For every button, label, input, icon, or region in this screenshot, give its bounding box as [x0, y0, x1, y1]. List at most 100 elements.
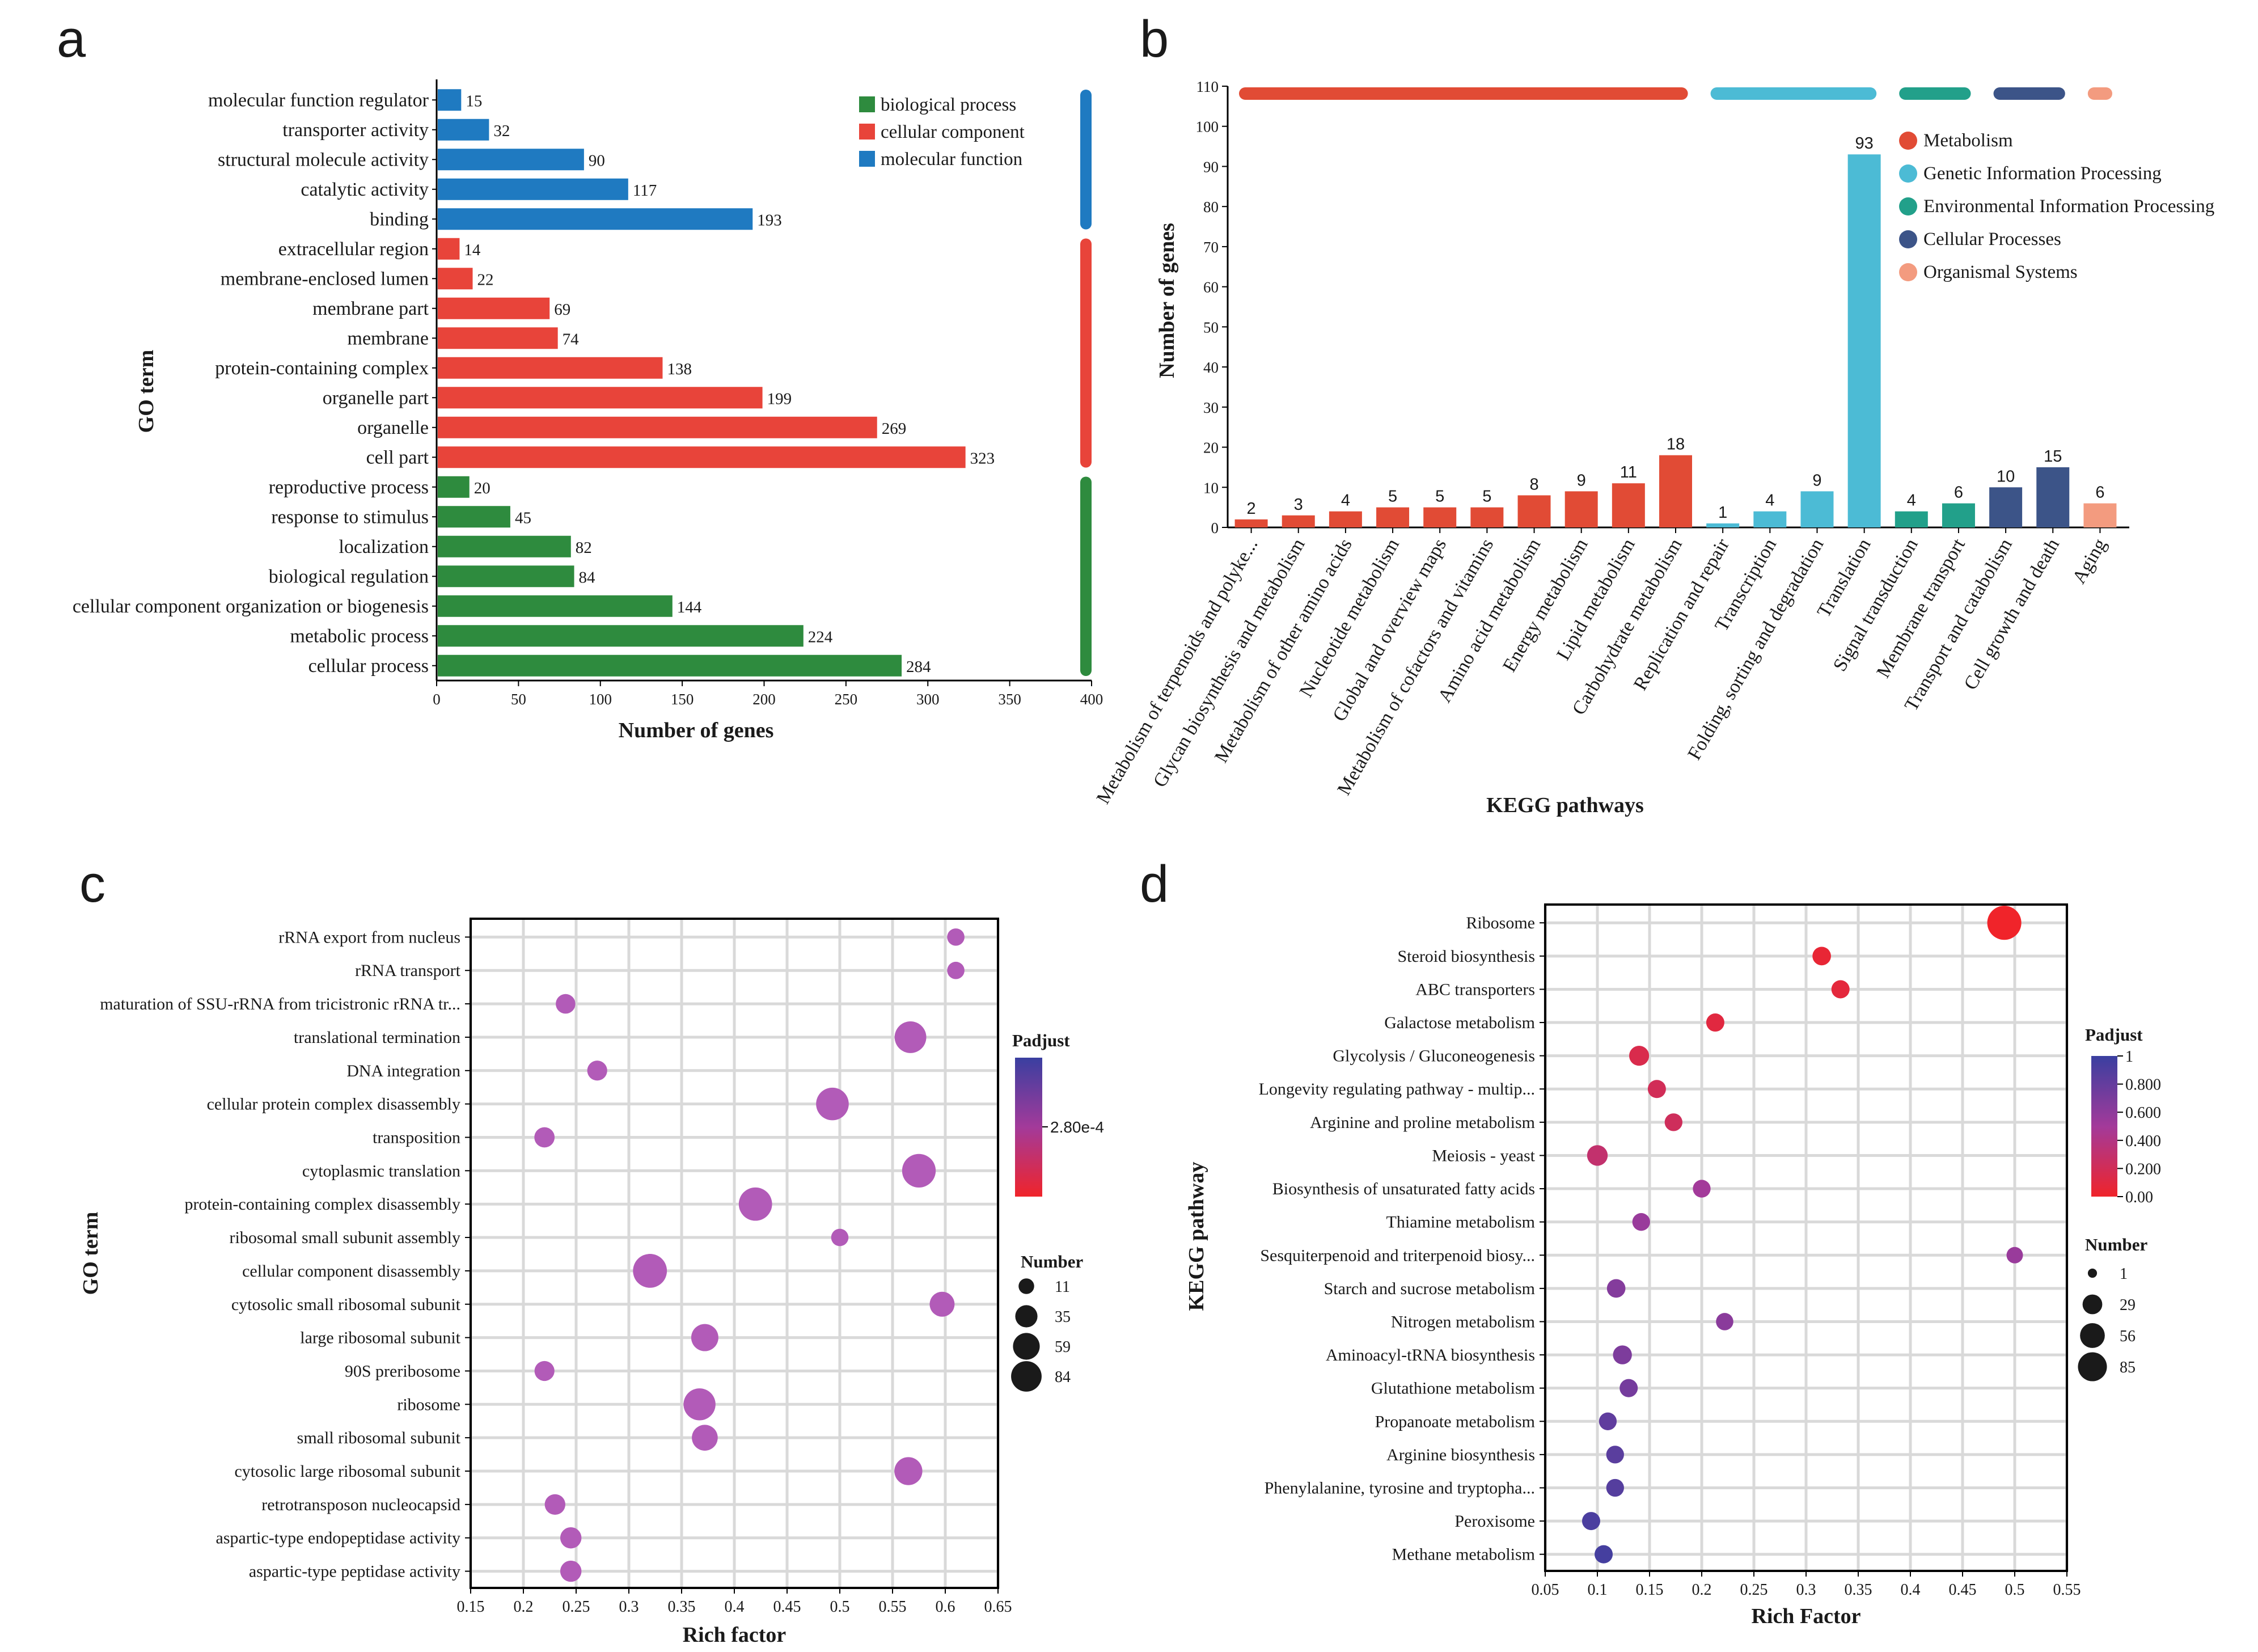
d-size-legend-label: 56	[2120, 1328, 2136, 1345]
d-bubble-point	[1599, 1412, 1617, 1430]
c-term-label: large ribosomal subunit	[300, 1329, 460, 1347]
b-y-tick-label: 40	[1203, 359, 1219, 376]
d-y-axis-title: KEGG pathway	[1185, 1162, 1208, 1311]
d-size-legend-label: 1	[2120, 1265, 2128, 1283]
c-bubble-point	[534, 1361, 555, 1381]
a-category-label: membrane-enclosed lumen	[221, 268, 429, 289]
b-bar	[1895, 511, 1928, 527]
b-bar	[2083, 503, 2117, 527]
a-x-tick-label: 300	[916, 691, 940, 708]
a-bar	[438, 149, 584, 171]
d-term-label: Arginine and proline metabolism	[1310, 1113, 1535, 1132]
b-bar	[1989, 487, 2023, 527]
c-term-label: transposition	[373, 1128, 460, 1147]
a-category-label: metabolic process	[290, 626, 429, 647]
c-term-label: aspartic-type endopeptidase activity	[216, 1529, 461, 1548]
b-group-ribbon	[1993, 87, 2065, 100]
b-y-axis-title: Number of genes	[1155, 223, 1179, 378]
a-bar	[438, 357, 663, 379]
c-bubble-point	[534, 1127, 555, 1148]
b-bar	[1282, 515, 1315, 527]
c-term-label: cytoplasmic translation	[302, 1161, 460, 1180]
b-group-ribbon	[2087, 87, 2112, 100]
d-x-tick-label: 0.55	[2053, 1581, 2081, 1599]
b-x-axis-title: KEGG pathways	[1486, 793, 1644, 817]
a-x-tick-label: 150	[671, 691, 694, 708]
a-x-tick-label: 350	[998, 691, 1021, 708]
c-plot-frame	[470, 918, 999, 1589]
c-size-legend-dot	[1015, 1305, 1038, 1328]
b-value-label: 6	[1954, 484, 1963, 502]
c-term-label: 90S preribosome	[345, 1362, 460, 1380]
d-size-legend-dot	[2087, 1268, 2098, 1278]
a-group-bracket	[1080, 90, 1092, 230]
c-bubble-point	[587, 1061, 607, 1081]
d-bubble-point	[1812, 947, 1831, 966]
d-term-label: Arginine biosynthesis	[1386, 1446, 1535, 1464]
b-bar	[1706, 523, 1740, 527]
c-bubble-point	[544, 1494, 565, 1515]
a-x-axis-title: Number of genes	[619, 719, 774, 742]
b-y-tick-label: 50	[1203, 319, 1219, 336]
c-term-label: translational termination	[294, 1028, 460, 1047]
b-value-label: 4	[1341, 492, 1350, 510]
d-bubble-point	[1606, 1446, 1624, 1464]
c-size-legend-label: 11	[1055, 1278, 1070, 1296]
c-size-legend-title: Number	[1021, 1252, 1083, 1271]
d-color-legend-title: Padjust	[2085, 1025, 2143, 1045]
panel-a-go-bar-chart: 0 50 100 150 200 250 300 350 400 molecular functi…	[73, 79, 1103, 742]
c-bubble-point	[556, 994, 576, 1014]
a-category-label: transporter activity	[282, 120, 429, 141]
b-legend-dot	[1899, 132, 1917, 150]
b-bar	[1659, 455, 1692, 527]
a-category-label: membrane part	[312, 298, 429, 319]
c-x-tick-label: 0.2	[514, 1598, 534, 1616]
d-term-label: Methane metabolism	[1392, 1545, 1535, 1564]
d-x-tick-label: 0.4	[1901, 1581, 1921, 1599]
d-color-legend-label: 0.00	[2125, 1189, 2153, 1206]
b-legend-dot	[1899, 164, 1917, 183]
a-bar	[438, 446, 966, 468]
a-category-label: molecular function regulator	[208, 90, 429, 111]
d-x-tick-label: 0.45	[1949, 1581, 1977, 1599]
c-bubble-point	[633, 1253, 667, 1288]
d-color-legend-label: 0.600	[2125, 1104, 2161, 1122]
a-value-label: 199	[767, 390, 792, 408]
d-plot-frame	[1544, 903, 2068, 1572]
b-y-tick-label: 0	[1211, 519, 1219, 536]
c-bubble-point	[560, 1527, 582, 1549]
c-bubble-point	[894, 1457, 923, 1485]
panel-d-letter: d	[1140, 855, 1169, 913]
panel-b-letter: b	[1140, 10, 1169, 68]
a-category-label: cell part	[366, 447, 429, 468]
a-category-label: membrane	[348, 328, 429, 349]
c-term-label: rRNA export from nucleus	[278, 928, 460, 947]
a-bar	[438, 178, 628, 200]
d-term-label: Biosynthesis of unsaturated fatty acids	[1272, 1180, 1535, 1198]
b-legend-dot	[1899, 230, 1917, 248]
a-legend-label: cellular component	[881, 122, 1025, 142]
panel-d-kegg-bubble-chart: 0.05 0.1 0.15 0.2 0.25 0.3 0.35 0.4 0.45 0.5 0.55 R…	[1185, 903, 2161, 1628]
c-term-label: retrotransposon nucleocapsid	[261, 1495, 460, 1514]
a-legend-label: molecular function	[881, 149, 1022, 170]
a-value-label: 15	[466, 92, 482, 110]
c-bubble-point	[894, 1021, 927, 1053]
d-term-label: Thiamine metabolism	[1386, 1213, 1535, 1232]
c-x-tick-label: 0.3	[619, 1598, 639, 1616]
c-bubble-point	[947, 928, 965, 946]
a-category-label: protein-containing complex	[215, 358, 429, 379]
c-term-label: protein-containing complex disassembly	[184, 1195, 460, 1214]
d-term-label: ABC transporters	[1415, 980, 1535, 999]
d-term-label: Sesquiterpenoid and triterpenoid biosy..…	[1260, 1246, 1535, 1265]
a-value-label: 284	[906, 658, 931, 676]
a-value-label: 144	[677, 598, 702, 616]
panel-a-letter: a	[57, 10, 86, 68]
a-value-label: 224	[808, 628, 833, 646]
b-bar	[1564, 491, 1598, 527]
b-value-label: 11	[1620, 463, 1637, 481]
panel-c-go-bubble-chart: 0.15 0.2 0.25 0.3 0.35 0.4 0.45 0.5 0.55 0.6 0.65 r…	[79, 918, 1104, 1647]
b-category-label: Energy metabolism	[1499, 535, 1592, 676]
d-color-legend-label: 0.800	[2125, 1076, 2161, 1094]
a-value-label: 22	[477, 271, 494, 289]
